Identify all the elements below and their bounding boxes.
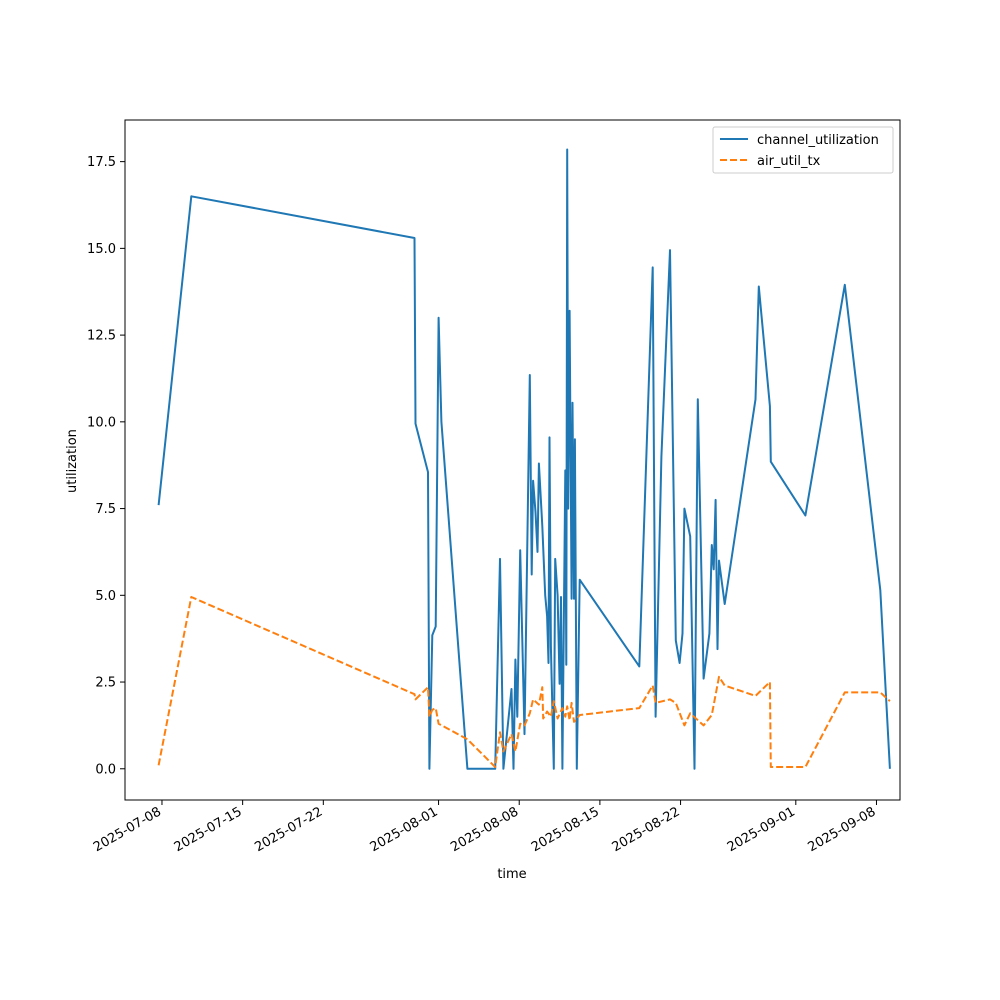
- series-layer: [157, 148, 891, 770]
- y-tick-label: 17.5: [87, 155, 116, 170]
- y-tick-label: 7.5: [95, 502, 116, 517]
- y-tick-label: 10.0: [87, 415, 116, 430]
- legend-box: [712, 126, 894, 174]
- y-tick-label: 15.0: [87, 242, 116, 257]
- legend-label-channel-utilization: channel_utilization: [757, 133, 879, 148]
- y-axis-label: utilization: [65, 429, 80, 493]
- series-line-channel-utilization: [157, 148, 891, 770]
- series-line-air-util-tx: [157, 596, 891, 768]
- y-tick-label: 2.5: [95, 676, 116, 691]
- legend-label-air-util-tx: air_util_tx: [757, 154, 821, 169]
- y-tick-label: 12.5: [87, 329, 116, 344]
- x-axis-label: time: [497, 867, 526, 882]
- legend: channel_utilization air_util_tx: [712, 126, 894, 174]
- y-tick-label: 5.0: [95, 589, 116, 604]
- y-tick-label: 0.0: [95, 762, 116, 777]
- plot-frame: [124, 119, 901, 801]
- y-axis: 0.0 2.5 5.0 7.5 10.0 12.5 15.0 17.5: [87, 155, 125, 777]
